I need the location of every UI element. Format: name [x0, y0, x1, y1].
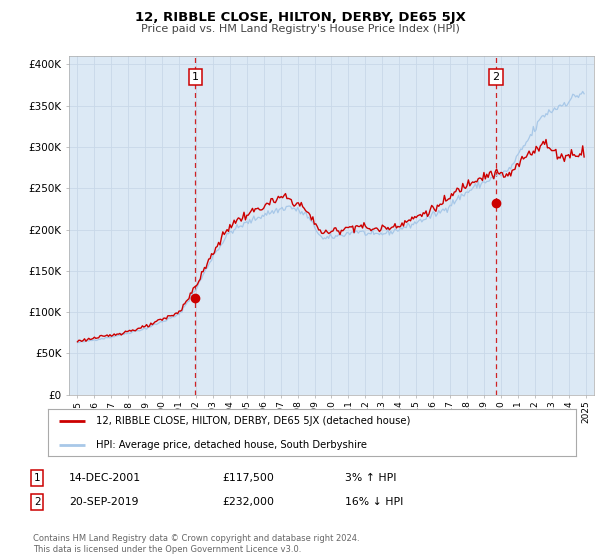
Text: 1: 1	[191, 72, 199, 82]
Text: 1: 1	[34, 473, 41, 483]
Text: 3% ↑ HPI: 3% ↑ HPI	[345, 473, 397, 483]
Text: Contains HM Land Registry data © Crown copyright and database right 2024.: Contains HM Land Registry data © Crown c…	[33, 534, 359, 543]
Text: 12, RIBBLE CLOSE, HILTON, DERBY, DE65 5JX: 12, RIBBLE CLOSE, HILTON, DERBY, DE65 5J…	[134, 11, 466, 24]
Text: £117,500: £117,500	[222, 473, 274, 483]
Text: This data is licensed under the Open Government Licence v3.0.: This data is licensed under the Open Gov…	[33, 545, 301, 554]
Text: 14-DEC-2001: 14-DEC-2001	[69, 473, 141, 483]
Text: 12, RIBBLE CLOSE, HILTON, DERBY, DE65 5JX (detached house): 12, RIBBLE CLOSE, HILTON, DERBY, DE65 5J…	[95, 416, 410, 426]
Text: 2: 2	[34, 497, 41, 507]
Text: £232,000: £232,000	[222, 497, 274, 507]
Text: Price paid vs. HM Land Registry's House Price Index (HPI): Price paid vs. HM Land Registry's House …	[140, 24, 460, 34]
Text: 2: 2	[493, 72, 500, 82]
Text: 16% ↓ HPI: 16% ↓ HPI	[345, 497, 403, 507]
Text: 20-SEP-2019: 20-SEP-2019	[69, 497, 139, 507]
Text: HPI: Average price, detached house, South Derbyshire: HPI: Average price, detached house, Sout…	[95, 440, 367, 450]
